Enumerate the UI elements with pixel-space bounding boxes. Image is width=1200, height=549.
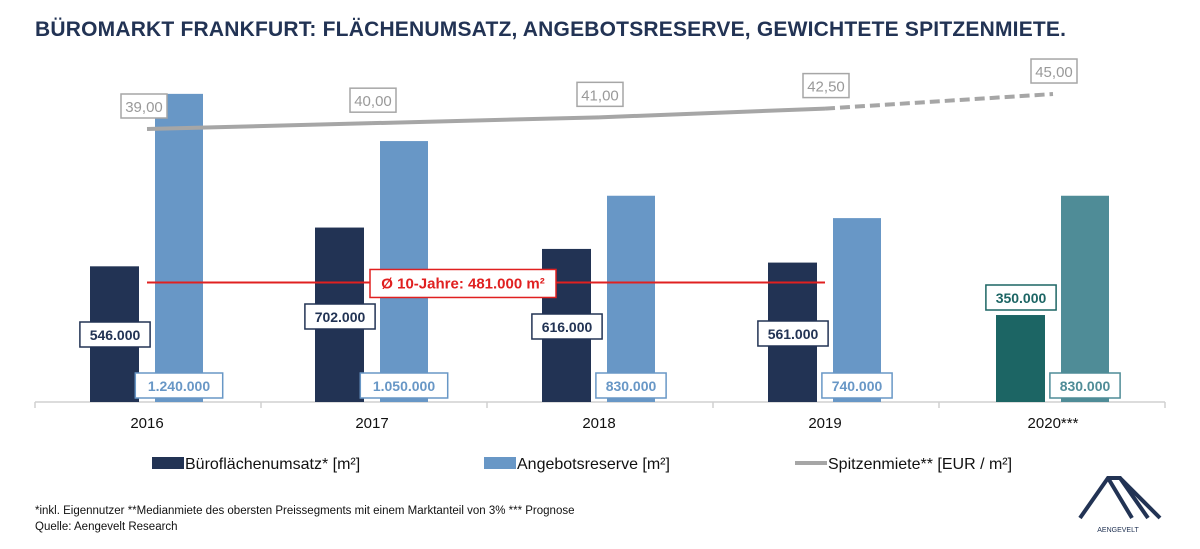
angebotsreserve-label-box bbox=[595, 372, 667, 399]
spitzenmiete-line-segment bbox=[371, 115, 600, 126]
bueroflaechenumsatz-value-label: 561.000 bbox=[768, 326, 819, 342]
x-tick-label: 2017 bbox=[355, 415, 388, 432]
spitzenmiete-label-box bbox=[120, 93, 168, 119]
angebotsreserve-value-label: 1.050.000 bbox=[373, 378, 435, 394]
spitzenmiete-label-box bbox=[576, 81, 624, 108]
average-label-box bbox=[369, 268, 557, 299]
bar-angebotsreserve bbox=[1061, 195, 1109, 402]
bueroflaechenumsatz-value-label: 546.000 bbox=[90, 327, 141, 343]
spitzenmiete-value-label: 41,00 bbox=[581, 87, 619, 104]
bueroflaechenumsatz-label-box bbox=[304, 303, 376, 330]
spitzenmiete-value-label: 45,00 bbox=[1035, 64, 1073, 81]
bar-angebotsreserve bbox=[607, 195, 655, 402]
bueroflaechenumsatz-value-label: 616.000 bbox=[542, 319, 593, 335]
spitzenmiete-label-box bbox=[1030, 58, 1078, 84]
average-label: Ø 10-Jahre: 481.000 m² bbox=[381, 275, 544, 292]
spitzenmiete-value-label: 40,00 bbox=[354, 93, 392, 110]
footnote: *inkl. Eigennutzer **Medianmiete des obe… bbox=[35, 505, 575, 517]
legend-swatch bbox=[152, 457, 184, 469]
bar-angebotsreserve bbox=[833, 218, 881, 402]
bar-bueroflaechenumsatz bbox=[996, 315, 1045, 402]
angebotsreserve-value-label: 830.000 bbox=[606, 378, 657, 394]
bueroflaechenumsatz-value-label: 702.000 bbox=[315, 309, 366, 325]
angebotsreserve-label-box bbox=[134, 372, 224, 399]
bar-angebotsreserve bbox=[155, 93, 203, 403]
spitzenmiete-value-label: 39,00 bbox=[125, 99, 163, 116]
angebotsreserve-value-label: 1.240.000 bbox=[148, 378, 210, 394]
bueroflaechenumsatz-label-box bbox=[79, 321, 151, 348]
legend-label: Spitzenmiete** [EUR / m²] bbox=[828, 456, 1012, 473]
bueroflaechenumsatz-value-label: 350.000 bbox=[996, 290, 1047, 306]
x-tick-label: 2018 bbox=[582, 415, 615, 432]
x-tick-label: 2020*** bbox=[1028, 415, 1079, 432]
source: Quelle: Aengevelt Research bbox=[35, 521, 178, 533]
spitzenmiete-line-segment bbox=[598, 106, 826, 120]
spitzenmiete-value-label: 42,50 bbox=[807, 79, 845, 96]
spitzenmiete-label-box bbox=[802, 72, 850, 99]
chart-title: BÜROMARKT FRANKFURT: FLÄCHENUMSATZ, ANGE… bbox=[35, 18, 1067, 41]
angebotsreserve-value-label: 830.000 bbox=[1060, 378, 1111, 394]
angebotsreserve-value-label: 740.000 bbox=[832, 378, 883, 394]
x-tick-label: 2019 bbox=[808, 415, 841, 432]
bueroflaechenumsatz-label-box bbox=[985, 284, 1057, 311]
bueroflaechenumsatz-label-box bbox=[531, 313, 603, 340]
x-tick-label: 2016 bbox=[130, 415, 163, 432]
spitzenmiete-line-segment bbox=[146, 121, 373, 131]
legend-label: Angebotsreserve [m²] bbox=[517, 456, 670, 473]
legend-swatch bbox=[484, 457, 516, 469]
legend-label: Büroflächenumsatz* [m²] bbox=[185, 456, 360, 473]
bueroflaechenumsatz-label-box bbox=[757, 320, 829, 347]
angebotsreserve-label-box bbox=[1049, 372, 1121, 399]
angebotsreserve-label-box bbox=[821, 372, 893, 399]
angebotsreserve-label-box bbox=[359, 372, 449, 399]
spitzenmiete-label-box bbox=[349, 87, 397, 113]
spitzenmiete-line-forecast-segment bbox=[824, 92, 1054, 111]
